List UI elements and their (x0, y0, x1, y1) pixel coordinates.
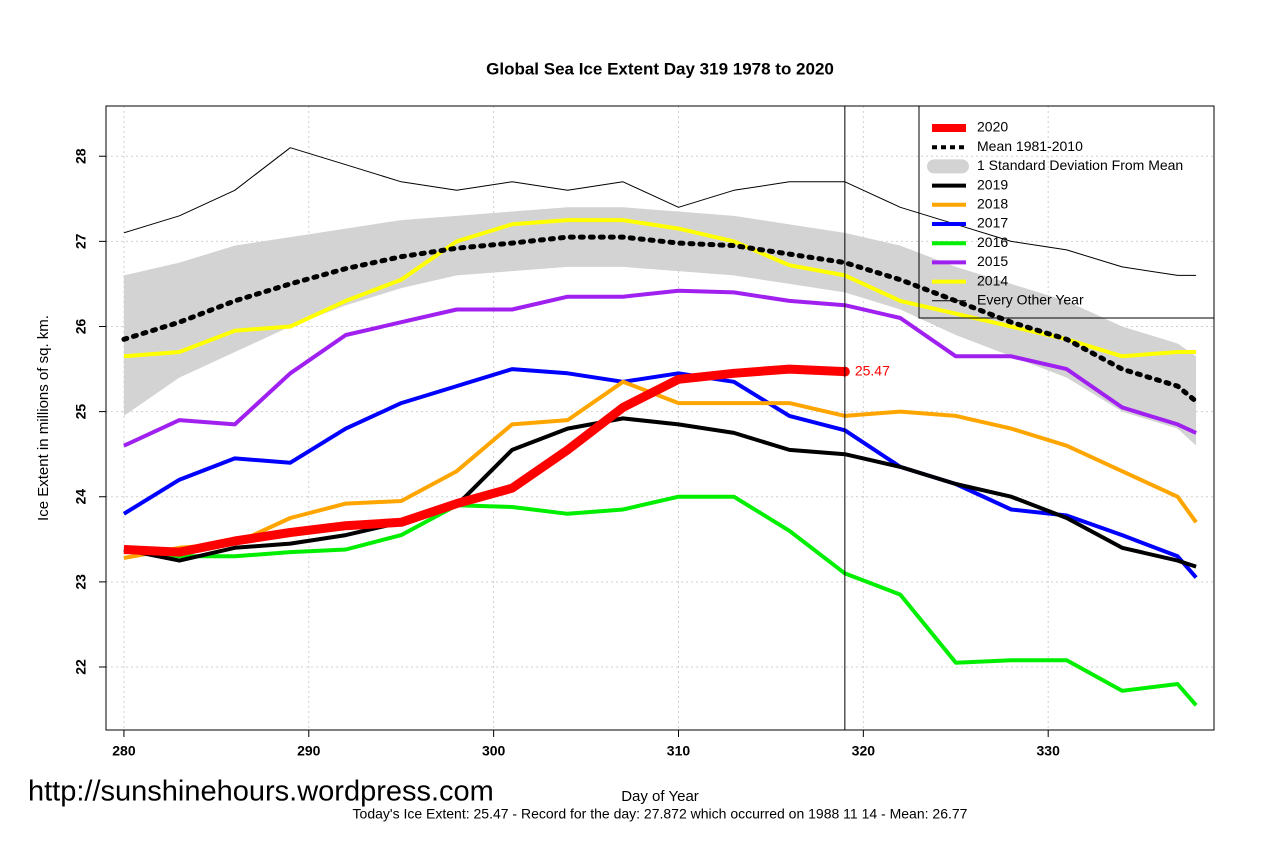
legend-label: 2019 (977, 176, 1008, 192)
series-line (123, 494, 1198, 707)
series-line (121, 234, 1199, 404)
x-tick-label: 300 (482, 743, 506, 759)
series-line (123, 379, 1198, 560)
legend-label: 2020 (977, 119, 1008, 135)
legend-label: 2017 (977, 215, 1008, 231)
series-line (123, 147, 1197, 276)
y-tick-label: 22 (73, 659, 89, 675)
y-axis-label: Ice Extent in millions of sq. km. (35, 315, 52, 521)
x-tick-label: 310 (667, 743, 691, 759)
legend-label: 2015 (977, 253, 1008, 269)
watermark: http://sunshinehours.wordpress.com (28, 776, 494, 808)
legend-label: Every Other Year (977, 292, 1084, 308)
y-tick-label: 28 (73, 148, 89, 164)
legend-label: 1 Standard Deviation From Mean (977, 157, 1183, 173)
x-tick-label: 290 (297, 743, 321, 759)
legend-label: Mean 1981-2010 (977, 138, 1083, 154)
legend-label: 2018 (977, 196, 1008, 212)
y-tick-label: 25 (73, 404, 89, 420)
y-tick-label: 24 (73, 489, 89, 505)
series-line (123, 416, 1197, 569)
x-tick-label: 280 (112, 743, 136, 759)
series-line (122, 367, 1198, 579)
chart-title: Global Sea Ice Extent Day 319 1978 to 20… (486, 59, 834, 78)
y-tick-label: 27 (73, 233, 89, 249)
x-tick-label: 330 (1037, 743, 1061, 759)
series-line (123, 288, 1197, 448)
x-tick-label: 320 (852, 743, 876, 759)
y-tick-label: 26 (73, 318, 89, 334)
series-line (123, 364, 846, 557)
value-label: 25.47 (855, 362, 890, 378)
legend-label: 2016 (977, 234, 1008, 250)
note: Today's Ice Extent: 25.47 - Record for t… (353, 806, 968, 822)
axis-box (105, 105, 1215, 731)
x-axis-label: Day of Year (621, 788, 699, 805)
std-band (123, 207, 1197, 446)
y-tick-label: 23 (73, 574, 89, 590)
legend-label: 2014 (977, 272, 1008, 288)
